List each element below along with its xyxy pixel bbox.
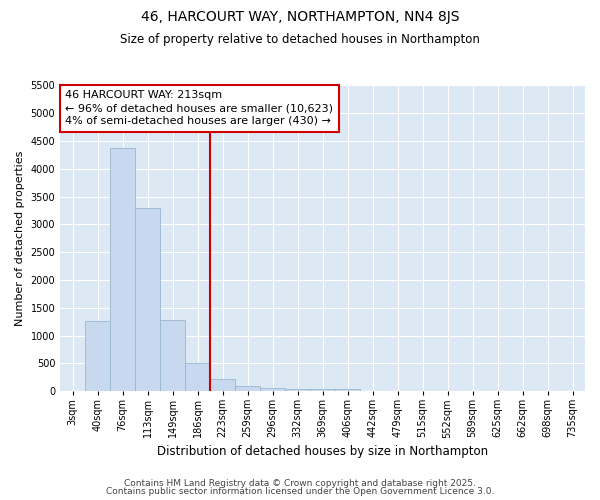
Bar	[110, 148, 135, 391]
Bar	[235, 386, 260, 391]
Text: Contains HM Land Registry data © Crown copyright and database right 2025.: Contains HM Land Registry data © Crown c…	[124, 478, 476, 488]
Y-axis label: Number of detached properties: Number of detached properties	[15, 150, 25, 326]
X-axis label: Distribution of detached houses by size in Northampton: Distribution of detached houses by size …	[157, 444, 488, 458]
Bar	[310, 390, 335, 391]
Text: Size of property relative to detached houses in Northampton: Size of property relative to detached ho…	[120, 32, 480, 46]
Bar	[135, 208, 160, 391]
Bar	[85, 320, 110, 391]
Text: Contains public sector information licensed under the Open Government Licence 3.: Contains public sector information licen…	[106, 487, 494, 496]
Text: 46 HARCOURT WAY: 213sqm
← 96% of detached houses are smaller (10,623)
4% of semi: 46 HARCOURT WAY: 213sqm ← 96% of detache…	[65, 90, 334, 126]
Bar	[335, 389, 360, 391]
Text: 46, HARCOURT WAY, NORTHAMPTON, NN4 8JS: 46, HARCOURT WAY, NORTHAMPTON, NN4 8JS	[141, 10, 459, 24]
Bar	[160, 320, 185, 391]
Bar	[210, 380, 235, 391]
Bar	[260, 388, 285, 391]
Bar	[285, 389, 310, 391]
Bar	[185, 364, 210, 391]
